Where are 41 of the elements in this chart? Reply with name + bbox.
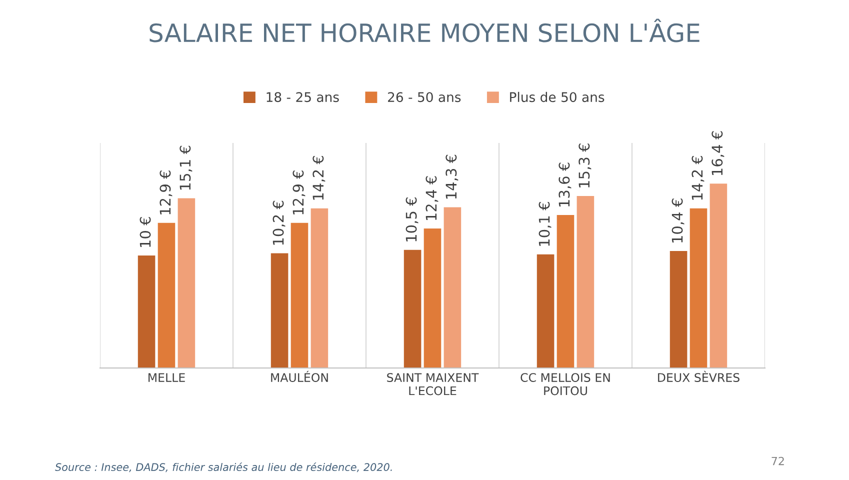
- data-label: 10,1 €: [538, 202, 552, 246]
- bar: [158, 222, 176, 368]
- bar: [270, 253, 288, 368]
- bar: [536, 254, 554, 368]
- data-label: 14,3 €: [446, 154, 458, 199]
- data-label: 14,2 €: [692, 156, 704, 200]
- bar: [556, 215, 574, 368]
- data-label: 12,9 €: [160, 170, 172, 214]
- bar: [290, 222, 308, 368]
- legend-label: 18 - 25 ans: [266, 92, 339, 102]
- bar: [404, 250, 422, 368]
- legend-label: 26 - 50 ans: [388, 92, 461, 102]
- legend-label: Plus de 50 ans: [510, 92, 604, 102]
- data-label: 12,4 €: [426, 176, 438, 220]
- chart-title: SALAIRE NET HORAIRE MOYEN SELON L'ÂGE: [150, 18, 700, 42]
- source-note: Source : Insee, DADS, fichier salariés au lieu de résidence, 2020.: [55, 462, 392, 472]
- x-tick-label: SAINT MAIXENT L'ECOLE: [387, 373, 479, 396]
- x-tick-label: MAULÉON: [271, 370, 328, 382]
- data-label: 15,3 €: [578, 144, 592, 188]
- bar: [690, 208, 708, 368]
- bar: [670, 251, 688, 368]
- data-label: 14,2 €: [312, 156, 326, 200]
- bar: [444, 207, 462, 368]
- x-tick-label: CC MELLOIS EN POITOU: [520, 373, 610, 396]
- bar: [576, 196, 594, 368]
- x-tick-label: MELLE: [148, 373, 185, 382]
- data-label: 12,9 €: [292, 170, 306, 214]
- x-tick-label: DEUX SÈVRES: [658, 370, 740, 382]
- bar: [178, 198, 196, 368]
- text: 72: [772, 456, 784, 466]
- bar: [138, 256, 156, 368]
- data-label: 15,1 €: [180, 146, 192, 190]
- data-label: 10 €: [140, 217, 151, 247]
- data-label: 13,6 €: [558, 162, 572, 207]
- bar: [310, 208, 328, 368]
- data-label: 16,4 €: [712, 131, 724, 176]
- data-label: 10,5 €: [406, 198, 418, 242]
- data-label: 10,4 €: [672, 198, 684, 242]
- data-label: 10,2 €: [272, 200, 286, 245]
- bar: [710, 184, 728, 368]
- bar: [424, 228, 442, 368]
